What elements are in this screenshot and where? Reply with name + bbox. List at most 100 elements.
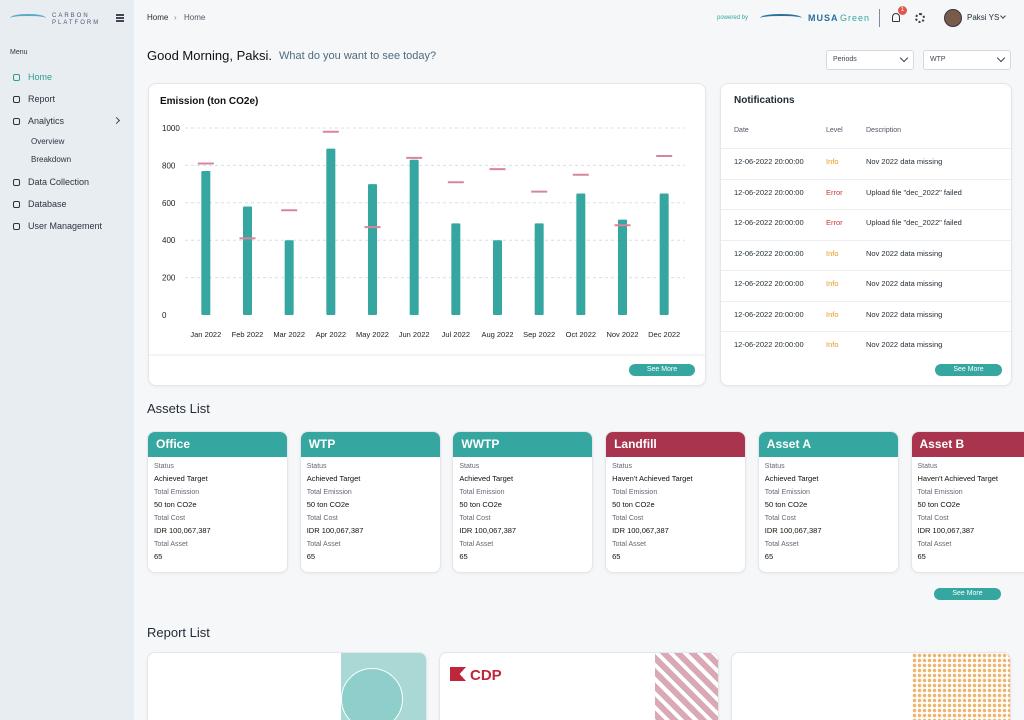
column-header: Date [734, 127, 749, 134]
bell-icon[interactable] [892, 13, 900, 22]
asset-header: WTP [300, 432, 440, 457]
field-label: Total Asset [612, 541, 646, 548]
field-value: IDR 100,067,387 [154, 526, 211, 535]
bar [284, 240, 294, 315]
asset-card[interactable]: Asset A Status Achieved Target Total Emissi… [757, 431, 899, 573]
report-card[interactable]: CDP [439, 652, 719, 720]
notif-date: 12-06-2022 20:00:00 [734, 279, 804, 288]
nav-item[interactable]: Home [28, 72, 53, 82]
nav-item[interactable]: Database [28, 199, 67, 209]
avatar[interactable] [944, 9, 962, 27]
field-label: Total Asset [154, 541, 188, 548]
notif-date: 12-06-2022 20:00:00 [734, 187, 804, 197]
menu-icon[interactable] [116, 20, 124, 22]
notif-description: Nov 2022 data missing [866, 279, 943, 288]
x-tick-label: Feb 2022 [232, 330, 264, 339]
asset-card[interactable]: Office Status Achieved Target Total Emissio… [147, 431, 288, 573]
asset-header: Landfill [606, 432, 746, 457]
field-label: Total Emission [612, 489, 658, 496]
filter-select[interactable]: WTP [923, 50, 1011, 70]
asset-card[interactable]: Asset B Status Haven't Achieved Target Tota… [910, 431, 1024, 573]
brand: Green [840, 13, 871, 23]
field-label: Total Cost [459, 515, 491, 522]
asset-card[interactable]: WTP Status Achieved Target Total Emission 50… [299, 431, 441, 573]
report-card[interactable] [731, 652, 1011, 720]
menu-icon[interactable] [116, 17, 124, 19]
sidebar: CARBON PLATFORM Menu Home Report Analytics Ove… [0, 0, 134, 720]
notif-description: Nov 2022 data missing [866, 248, 943, 258]
x-tick-label: Dec 2022 [648, 330, 680, 339]
field-label: Total Cost [612, 515, 644, 522]
nav-item[interactable]: Data Collection [28, 177, 90, 187]
card-title: Notifications [734, 95, 795, 106]
filter-chevron [996, 53, 1006, 63]
user-chevron [1000, 13, 1006, 19]
breadcrumb[interactable]: Home [147, 13, 169, 22]
bar [451, 223, 461, 315]
see-more-button[interactable]: See More [934, 588, 1001, 600]
field-label: Status [764, 463, 785, 470]
x-tick-label: Nov 2022 [606, 330, 638, 339]
notif-level: Info [826, 279, 839, 288]
asset-card[interactable]: WWTP Status Achieved Target Total Emission 5… [452, 431, 594, 573]
field-label: Total Emission [917, 489, 963, 496]
asset-name: WWTP [461, 437, 500, 451]
column-header: Description [866, 127, 902, 134]
chart-card [148, 83, 706, 386]
field-value: 65 [917, 552, 926, 561]
notif-date: 12-06-2022 20:00:00 [734, 218, 804, 227]
asset-name: WTP [308, 437, 336, 451]
bar [201, 171, 211, 315]
field-label: Status [917, 463, 938, 470]
x-tick-label: May 2022 [356, 330, 389, 339]
notif-description: Upload file "dec_2022" failed [866, 218, 962, 227]
report-art [655, 653, 718, 720]
field-label: Total Emission [306, 489, 352, 496]
settings-icon[interactable] [915, 13, 925, 23]
see-more-button[interactable]: See More [629, 364, 695, 376]
notif-date: 12-06-2022 20:00:00 [734, 157, 804, 166]
cdp-logo: CDP [470, 667, 502, 684]
field-value: Achieved Target [154, 474, 208, 483]
bar [368, 184, 377, 315]
row-divider [721, 300, 1011, 302]
notif-description: Nov 2022 data missing [866, 309, 943, 319]
nav-icon [13, 201, 20, 208]
report-card[interactable] [147, 652, 427, 720]
asset-header: Office [148, 432, 287, 457]
asset-name: Office [156, 437, 191, 451]
nav-item[interactable]: User Management [28, 221, 103, 231]
nav-subitem[interactable]: Breakdown [31, 155, 72, 164]
field-value: 50 ton CO2e [154, 500, 197, 509]
brand: MUSA [808, 13, 839, 23]
asset-name: Asset A [766, 437, 812, 451]
bar [243, 206, 252, 315]
menu-icon[interactable] [116, 14, 124, 16]
breadcrumb: Home [184, 13, 206, 22]
see-more-button[interactable]: See More [935, 364, 1002, 376]
x-tick-label: Mar 2022 [273, 330, 305, 339]
x-tick-label: Apr 2022 [316, 330, 346, 339]
field-value: Haven't Achieved Target [917, 474, 999, 483]
row-divider [721, 209, 1011, 210]
filter-label: Periods [833, 56, 857, 63]
filter-select[interactable]: Periods [826, 50, 914, 70]
field-value: IDR 100,067,387 [917, 526, 975, 535]
notif-date: 12-06-2022 20:00:00 [734, 248, 804, 258]
field-label: Status [459, 463, 480, 470]
field-value: 65 [764, 552, 774, 561]
nav-icon [13, 118, 20, 125]
nav-item[interactable]: Report [28, 94, 56, 104]
notif-date: 12-06-2022 20:00:00 [734, 340, 804, 349]
notif-description: Upload file "dec_2022" failed [866, 187, 962, 197]
row-divider [721, 331, 1011, 332]
nav-subitem[interactable]: Overview [31, 137, 65, 146]
notif-level: Info [826, 309, 839, 319]
field-label: Total Cost [917, 515, 949, 522]
row-divider [721, 239, 1011, 241]
user-name[interactable]: Paksi YS [967, 13, 1000, 22]
nav-item[interactable]: Analytics [28, 116, 65, 126]
asset-card[interactable]: Landfill Status Haven't Achieved Target Tot… [605, 431, 747, 573]
field-label: Total Emission [459, 489, 505, 496]
